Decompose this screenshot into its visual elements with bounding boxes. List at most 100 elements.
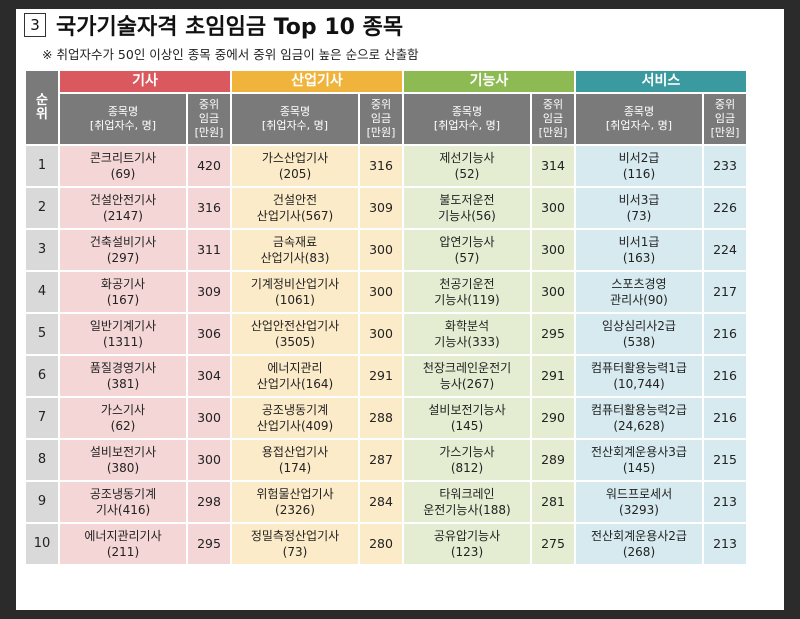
rank-cell: 7 [26,398,58,438]
service-name-cell: 워드프로세서 (3293) [576,482,702,522]
gisa-name-cell: 콘크리트기사 (69) [60,146,186,186]
sanup-name-cell: 정밀측정산업기사 (73) [232,524,358,564]
service-name-cell: 전산회계운용사2급 (268) [576,524,702,564]
gineung-name-cell: 타워크레인 운전기능사(188) [404,482,530,522]
table-body: 1 콘크리트기사 (69) 420 가스산업기사 (205) 316 제선기능사 (52)… [26,146,746,564]
service-wage-cell: 216 [704,314,746,354]
gisa-name-cell: 건설안전기사 (2147) [60,188,186,228]
gisa-wage-cell: 309 [188,272,230,312]
table-row: 6 품질경영기사 (381) 304 에너지관리 산업기사(164) 291 천장크레인운… [26,356,746,396]
gineung-name-cell: 가스기능사 (812) [404,440,530,480]
sanup-wage-cell: 309 [360,188,402,228]
gisa-wage-cell: 304 [188,356,230,396]
category-header-gisa: 기사 [60,71,230,92]
col-header-wage: 중위 임금 [만원] [532,94,574,144]
table-row: 1 콘크리트기사 (69) 420 가스산업기사 (205) 316 제선기능사 (52)… [26,146,746,186]
table-row: 2 건설안전기사 (2147) 316 건설안전 산업기사(567) 309 불도저운전 … [26,188,746,228]
rank-cell: 1 [26,146,58,186]
gineung-name-cell: 천장크레인운전기 능사(267) [404,356,530,396]
table-row: 7 가스기사 (62) 300 공조냉동기계 산업기사(409) 288 설비보전기능사 … [26,398,746,438]
gisa-wage-cell: 295 [188,524,230,564]
rank-cell: 6 [26,356,58,396]
gineung-wage-cell: 314 [532,146,574,186]
wage-table: 순 위 기사 산업기사 기능사 서비스 종목명 [취업자수, 명] 중위 임금 … [24,69,748,566]
table-row: 9 공조냉동기계 기사(416) 298 위험물산업기사 (2326) 284 타워크레인… [26,482,746,522]
gineung-wage-cell: 295 [532,314,574,354]
gisa-wage-cell: 300 [188,440,230,480]
sanup-name-cell: 금속재료 산업기사(83) [232,230,358,270]
service-name-cell: 컴퓨터활용능력1급 (10,744) [576,356,702,396]
rank-cell: 9 [26,482,58,522]
gineung-name-cell: 공유압기능사 (123) [404,524,530,564]
gineung-wage-cell: 275 [532,524,574,564]
service-wage-cell: 216 [704,398,746,438]
col-header-name: 종목명 [취업자수, 명] [232,94,358,144]
col-header-name: 종목명 [취업자수, 명] [404,94,530,144]
gisa-name-cell: 일반기계기사 (1311) [60,314,186,354]
gineung-name-cell: 제선기능사 (52) [404,146,530,186]
gineung-wage-cell: 281 [532,482,574,522]
service-name-cell: 비서1급 (163) [576,230,702,270]
rank-cell: 8 [26,440,58,480]
sanup-name-cell: 기계정비산업기사 (1061) [232,272,358,312]
gisa-name-cell: 가스기사 (62) [60,398,186,438]
gineung-name-cell: 불도저운전 기능사(56) [404,188,530,228]
category-header-sanup: 산업기사 [232,71,402,92]
service-wage-cell: 217 [704,272,746,312]
service-wage-cell: 213 [704,482,746,522]
rank-cell: 5 [26,314,58,354]
service-wage-cell: 224 [704,230,746,270]
sanup-wage-cell: 291 [360,356,402,396]
gineung-wage-cell: 290 [532,398,574,438]
sanup-wage-cell: 288 [360,398,402,438]
sanup-name-cell: 공조냉동기계 산업기사(409) [232,398,358,438]
gisa-wage-cell: 420 [188,146,230,186]
col-header-wage: 중위 임금 [만원] [704,94,746,144]
service-name-cell: 스포츠경영 관리사(90) [576,272,702,312]
gisa-wage-cell: 300 [188,398,230,438]
gisa-name-cell: 설비보전기사 (380) [60,440,186,480]
section-number: 3 [24,13,46,37]
rank-header: 순 위 [26,71,58,144]
service-name-cell: 전산회계운용사3급 (145) [576,440,702,480]
service-name-cell: 비서3급 (73) [576,188,702,228]
sanup-name-cell: 산업안전산업기사 (3505) [232,314,358,354]
sanup-wage-cell: 316 [360,146,402,186]
gisa-name-cell: 화공기사 (167) [60,272,186,312]
rank-cell: 2 [26,188,58,228]
gisa-wage-cell: 298 [188,482,230,522]
table-row: 4 화공기사 (167) 309 기계정비산업기사 (1061) 300 천공기운전 기능… [26,272,746,312]
category-header-service: 서비스 [576,71,746,92]
gisa-wage-cell: 311 [188,230,230,270]
service-wage-cell: 215 [704,440,746,480]
gineung-wage-cell: 291 [532,356,574,396]
category-header-gineung: 기능사 [404,71,574,92]
service-wage-cell: 213 [704,524,746,564]
sanup-name-cell: 건설안전 산업기사(567) [232,188,358,228]
gisa-name-cell: 에너지관리기사 (211) [60,524,186,564]
sanup-name-cell: 용접산업기사 (174) [232,440,358,480]
rank-cell: 3 [26,230,58,270]
gineung-name-cell: 천공기운전 기능사(119) [404,272,530,312]
gisa-wage-cell: 306 [188,314,230,354]
service-name-cell: 임상심리사2급 (538) [576,314,702,354]
gineung-wage-cell: 300 [532,272,574,312]
gineung-wage-cell: 300 [532,230,574,270]
service-wage-cell: 233 [704,146,746,186]
gisa-name-cell: 품질경영기사 (381) [60,356,186,396]
gineung-name-cell: 설비보전기능사 (145) [404,398,530,438]
title-text: 국가기술자격 초임임금 Top 10 종목 [56,15,404,40]
sanup-name-cell: 가스산업기사 (205) [232,146,358,186]
table-row: 5 일반기계기사 (1311) 306 산업안전산업기사 (3505) 300 화학분석 … [26,314,746,354]
rank-cell: 10 [26,524,58,564]
col-header-name: 종목명 [취업자수, 명] [576,94,702,144]
sanup-name-cell: 위험물산업기사 (2326) [232,482,358,522]
col-header-wage: 중위 임금 [만원] [360,94,402,144]
gineung-wage-cell: 300 [532,188,574,228]
sanup-name-cell: 에너지관리 산업기사(164) [232,356,358,396]
service-wage-cell: 216 [704,356,746,396]
service-name-cell: 컴퓨터활용능력2급 (24,628) [576,398,702,438]
sanup-wage-cell: 280 [360,524,402,564]
table-row: 10 에너지관리기사 (211) 295 정밀측정산업기사 (73) 280 공유압기능사… [26,524,746,564]
col-header-wage: 중위 임금 [만원] [188,94,230,144]
